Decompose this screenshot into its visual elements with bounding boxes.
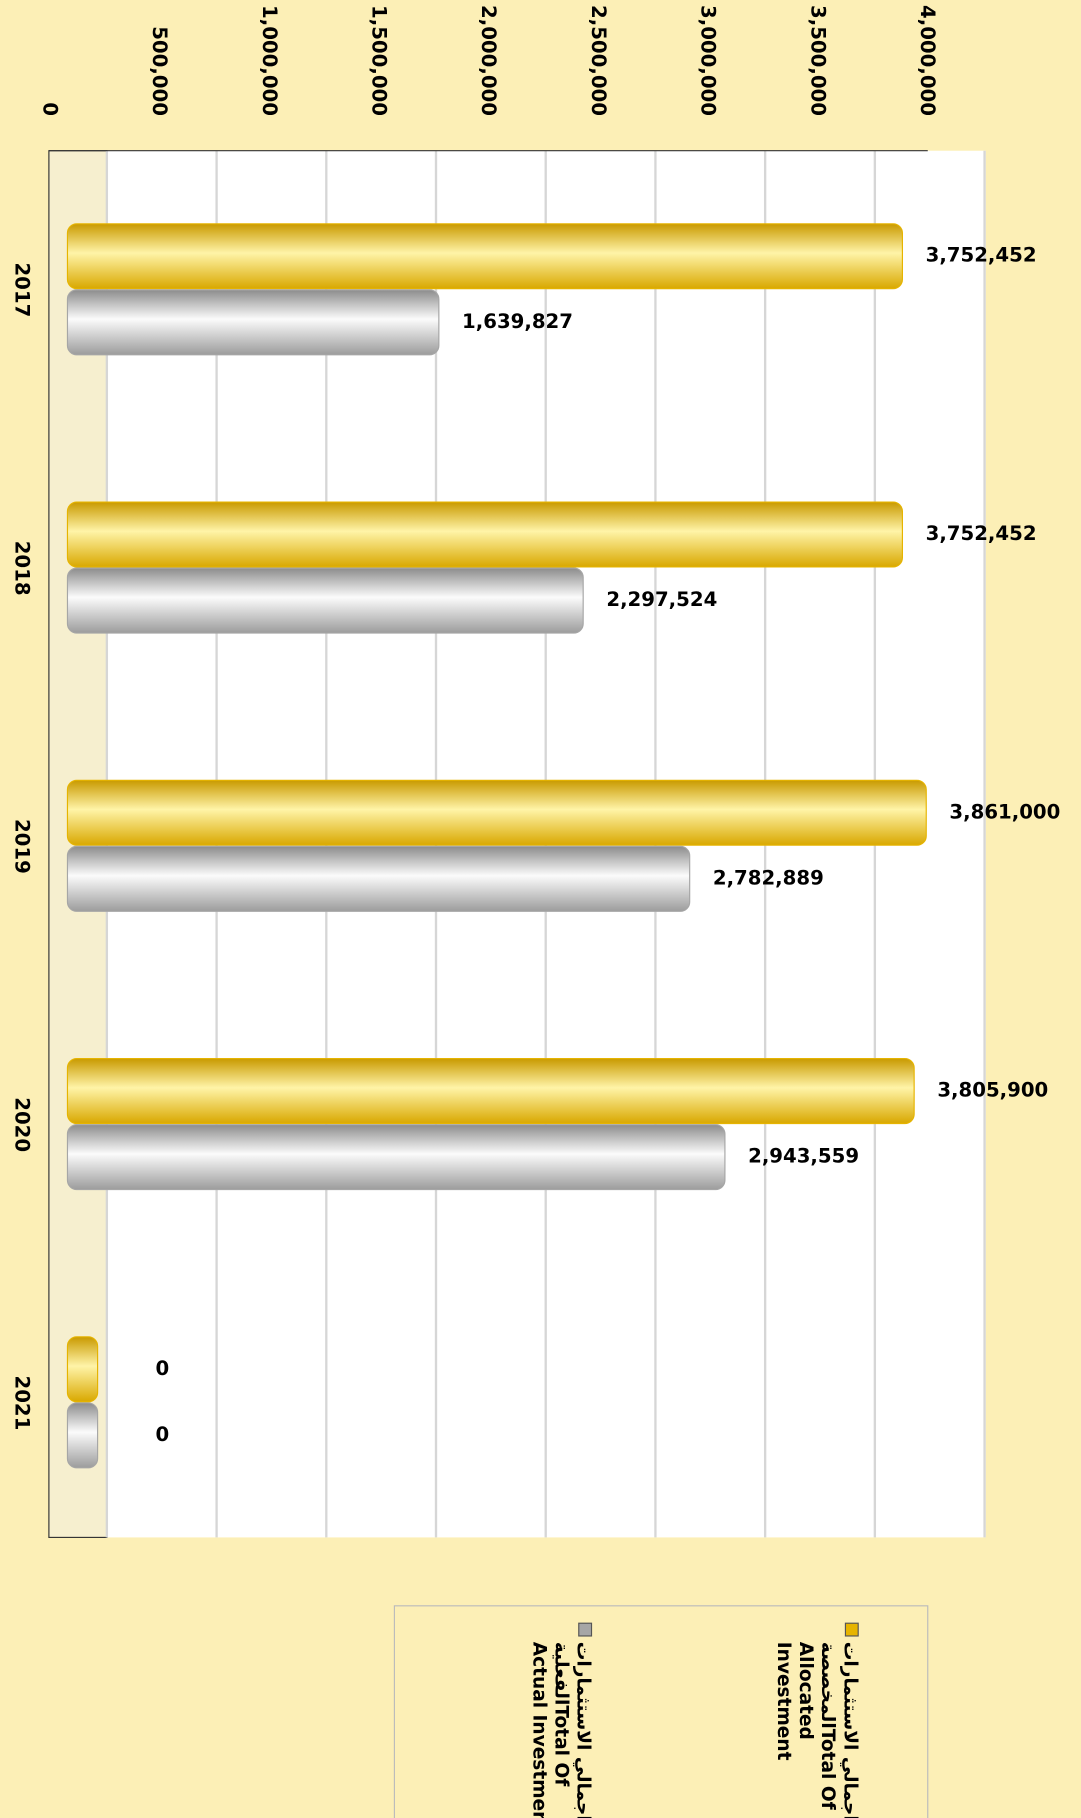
bar: [66, 501, 904, 568]
y-tick-label: 1,000,000: [258, 5, 281, 116]
data-label: 0: [156, 1423, 170, 1446]
y-tick-label: 3,500,000: [806, 5, 829, 116]
bar: [66, 779, 927, 846]
bar: [66, 1057, 915, 1125]
legend-swatch: [578, 1622, 593, 1637]
x-tick-label: 2020: [11, 1097, 34, 1152]
bar: [66, 1402, 99, 1469]
bar: [66, 845, 691, 912]
bar: [66, 289, 440, 356]
data-label: 3,752,452: [926, 522, 1037, 545]
y-tick-label: 2,000,000: [477, 5, 500, 116]
data-label: 3,861,000: [949, 800, 1060, 823]
legend-swatch: [844, 1622, 859, 1637]
y-tick-label: 1,500,000: [368, 5, 391, 116]
bar: [66, 223, 904, 290]
legend: اجمالي الاستثمارات المخصصةTotal Of Alloc…: [393, 1605, 929, 1818]
legend-label: اجمالي الاستثمارات الفعليةTotal Of Actua…: [528, 1641, 595, 1818]
y-tick-label: 2,500,000: [587, 5, 610, 116]
legend-entry: اجمالي الاستثمارات الفعليةTotal Of Actua…: [528, 1641, 595, 1818]
data-label: 1,639,827: [462, 310, 573, 333]
data-label: 3,752,452: [926, 244, 1037, 267]
bar: [66, 1124, 726, 1191]
data-label: 2,297,524: [606, 588, 717, 611]
data-label: 3,805,900: [937, 1079, 1048, 1102]
y-tick-label: 500,000: [148, 26, 171, 116]
bar: [66, 1336, 99, 1403]
bar: [66, 567, 584, 634]
legend-box: [393, 1605, 929, 1818]
y-tick-label: 3,000,000: [697, 5, 720, 116]
x-tick-label: 2017: [11, 262, 34, 317]
data-label: 2,782,889: [713, 866, 824, 889]
x-tick-label: 2018: [11, 541, 34, 596]
data-label: 0: [156, 1357, 170, 1380]
data-label: 2,943,559: [748, 1145, 859, 1168]
legend-label: اجمالي الاستثمارات المخصصةTotal Of Alloc…: [773, 1641, 862, 1818]
x-tick-label: 2019: [11, 819, 34, 874]
x-tick-label: 2021: [11, 1375, 34, 1430]
y-tick-label: 4,000,000: [916, 5, 939, 116]
y-tick-label: 0: [38, 102, 61, 116]
legend-entry: اجمالي الاستثمارات المخصصةTotal Of Alloc…: [773, 1641, 862, 1818]
